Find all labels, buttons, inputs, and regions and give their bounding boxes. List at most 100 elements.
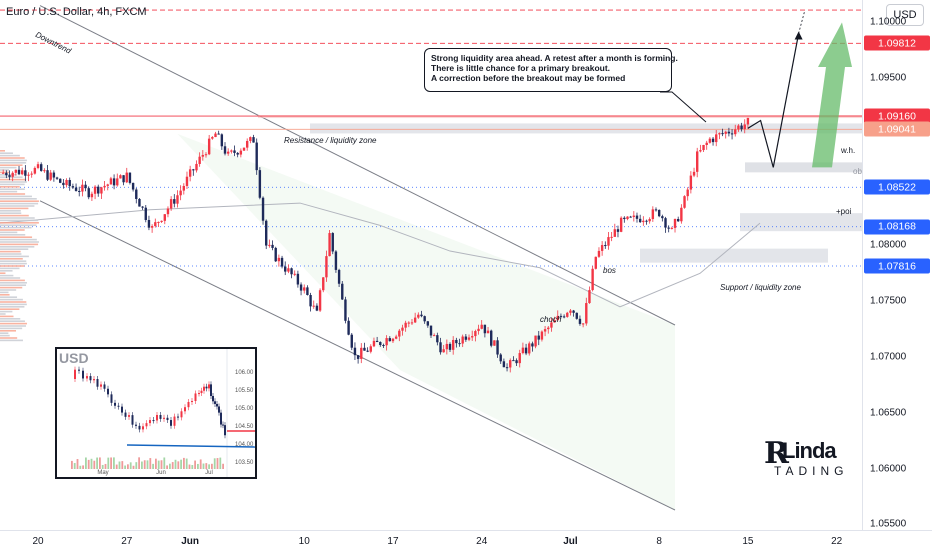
volume-profile-bar (0, 205, 35, 207)
candle-body (676, 219, 680, 222)
breakout-arrow (812, 22, 852, 168)
candle-body (591, 268, 594, 291)
inset-candle-body (212, 395, 214, 402)
volume-profile-bar (0, 253, 22, 255)
candle-body (382, 345, 385, 347)
candle-body (547, 327, 550, 330)
candle-body (268, 244, 271, 246)
inset-volume-bar (129, 462, 132, 469)
candle-body (493, 340, 496, 346)
y-tick-label: 1.06000 (870, 463, 907, 475)
candle-body (711, 138, 715, 143)
volume-profile-bar (0, 169, 9, 171)
projection-arrowhead (794, 31, 803, 40)
price-axis[interactable] (862, 0, 932, 530)
candle-body (125, 172, 128, 183)
volume-profile-bar (0, 325, 26, 327)
logo-mark: R (764, 436, 789, 471)
usd-index-inset: USD 106.00 105.50 105.00 104.50 104.00 1… (55, 347, 257, 479)
candle-body (245, 140, 249, 148)
inset-candle-body (78, 369, 80, 371)
volume-profile-bar (0, 202, 39, 205)
inset-y-tick: 105.00 (235, 406, 254, 412)
candle-body (226, 151, 230, 154)
candle-body (198, 156, 201, 164)
inset-volume-bar (149, 458, 152, 469)
candle-body (68, 180, 71, 187)
inset-volume-bar (211, 463, 213, 469)
volume-profile-bar (0, 159, 27, 162)
inset-volume-bar (135, 462, 138, 469)
volume-profile-bar (0, 154, 20, 157)
volume-profile-bar (0, 241, 39, 243)
volume-profile-bar (0, 315, 14, 318)
callout-line: There is little chance for a primary bre… (431, 63, 611, 73)
candle-body (195, 163, 198, 171)
candle-body (334, 251, 338, 270)
ob-label: ob (853, 167, 862, 176)
volume-profile-bar (0, 289, 17, 291)
volume-profile-bar (0, 195, 32, 198)
candle-body (432, 335, 436, 337)
candle-body (122, 175, 125, 183)
candle-body (217, 133, 220, 135)
moving-average-line (0, 202, 761, 308)
time-axis[interactable] (0, 530, 932, 551)
candle-body (683, 196, 686, 208)
candle-body (62, 182, 65, 186)
y-tick-label: 1.10000 (870, 16, 907, 28)
currency-button[interactable]: USD (886, 4, 924, 26)
inset-candle-body (142, 426, 144, 430)
candle-body (87, 188, 90, 198)
candle-body (670, 227, 674, 229)
x-tick-label: 24 (476, 536, 488, 547)
inset-volume-bar (71, 460, 73, 469)
inset-volume-bar (180, 459, 182, 469)
volume-profile-bar (0, 193, 26, 195)
candle-body (344, 299, 347, 321)
channel-fill (177, 133, 675, 511)
candle-body (128, 172, 132, 183)
volume-profile-bar (0, 222, 39, 224)
candle-body (496, 340, 499, 355)
inset-candle-body (163, 417, 165, 419)
candle-body (347, 320, 350, 335)
inset-volume-bar (124, 465, 126, 469)
support-label: Support / liquidity zone (720, 283, 801, 292)
candle-body (619, 217, 623, 232)
inset-candle-body (173, 416, 176, 426)
candle-body (214, 133, 217, 138)
candle-body (360, 347, 363, 359)
volume-profile-bar (0, 255, 29, 258)
volume-profile-bar (0, 246, 35, 248)
price-tag: 1.09041 (864, 121, 930, 137)
candle-body (664, 218, 667, 228)
candle-body (616, 229, 620, 232)
y-tick-label: 1.06500 (870, 407, 907, 419)
inset-volume-bar (82, 465, 84, 469)
candle-body (84, 184, 87, 189)
volume-profile-bar (0, 217, 35, 219)
volume-profile-bar (0, 318, 21, 320)
candle-body (261, 197, 265, 221)
volume-profile-bar (0, 186, 20, 188)
inset-candle-body (216, 403, 218, 407)
candle-body (483, 324, 487, 334)
candle-body (233, 150, 236, 153)
inset-blue-line (126, 444, 255, 448)
inset-candle-body (170, 420, 172, 426)
candle-body (673, 219, 677, 228)
candle-body (318, 290, 322, 311)
candle-body (404, 322, 407, 328)
x-tick-label: 8 (656, 536, 662, 547)
inset-candle-body (138, 425, 141, 430)
volume-profile-bar (0, 272, 6, 274)
y-tick-label: 1.05500 (870, 518, 907, 530)
candle-body (654, 209, 658, 211)
candle-body (417, 314, 420, 318)
candle-body (458, 343, 461, 345)
candle-body (442, 349, 445, 353)
inset-candle-body (224, 425, 226, 436)
